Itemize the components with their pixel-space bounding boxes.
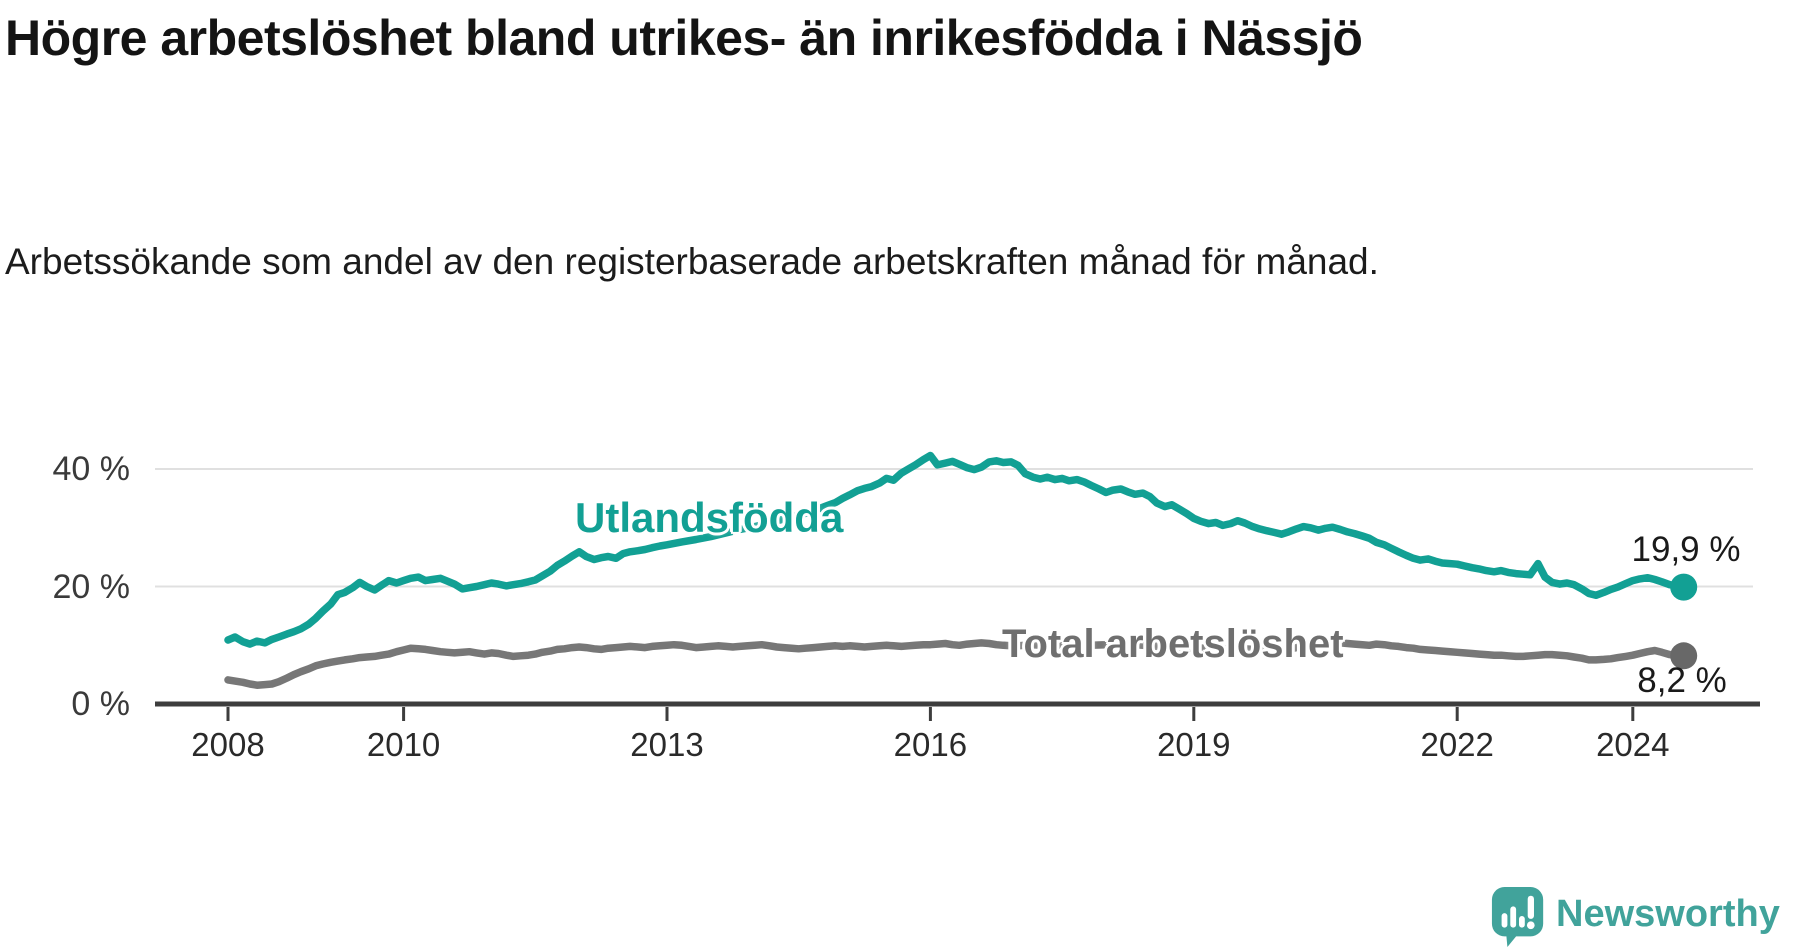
series-label-total-arbetsloshet: Total arbetslöshet (1002, 622, 1344, 666)
page-title: Högre arbetslöshet bland utrikes- än inr… (5, 10, 1363, 66)
y-tick-label-40: 40 % (52, 450, 131, 488)
y-tick-label-20: 20 % (52, 567, 131, 606)
newsworthy-logo: Newsworthy (1490, 886, 1800, 947)
y-tick-label-0: 0 % (71, 685, 130, 723)
x-tick-label-2019: 2019 (1157, 726, 1231, 763)
series-label-utlandsfodda: Utlandsfödda (575, 494, 844, 541)
series-line-utlandsf-dda (224, 451, 1688, 648)
end-value-label-total: 8,2 % (1637, 661, 1727, 700)
end-value-label-utlandsfodda: 19,9 % (1631, 530, 1741, 569)
x-tick-label-2022: 2022 (1420, 726, 1494, 763)
x-tick-label-2024: 2024 (1596, 726, 1670, 763)
chart-subtitle: Arbetssökande som andel av den registerb… (5, 241, 1379, 282)
newsworthy-bubble-icon (1491, 887, 1544, 947)
series-line-total-arbetsl-shet (224, 639, 1688, 689)
end-dot-utlandsf-dda (1670, 573, 1698, 601)
x-tick-label-2016: 2016 (893, 726, 968, 763)
end-dot-total-arbetsl-shet (1670, 642, 1698, 670)
x-tick-label-2008: 2008 (191, 726, 265, 763)
x-tick-label-2013: 2013 (630, 726, 704, 763)
x-tick-label-2010: 2010 (366, 726, 441, 763)
newsworthy-wordmark: Newsworthy (1556, 893, 1780, 935)
